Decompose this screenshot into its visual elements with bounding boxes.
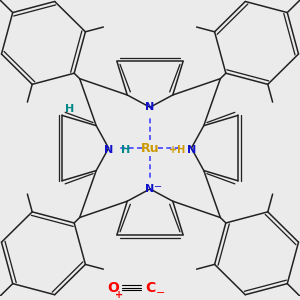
- Text: H: H: [121, 145, 130, 155]
- Text: +H: +H: [169, 145, 185, 155]
- Text: +: +: [115, 290, 123, 300]
- Text: N: N: [104, 145, 113, 155]
- Text: O: O: [107, 280, 119, 295]
- Text: −: −: [154, 182, 162, 192]
- Text: C: C: [145, 280, 155, 295]
- Text: N: N: [187, 145, 196, 155]
- Text: H: H: [65, 104, 74, 114]
- Text: N: N: [146, 102, 154, 112]
- Text: Ru: Ru: [141, 142, 159, 154]
- Text: N: N: [146, 184, 154, 194]
- Text: −: −: [156, 288, 165, 298]
